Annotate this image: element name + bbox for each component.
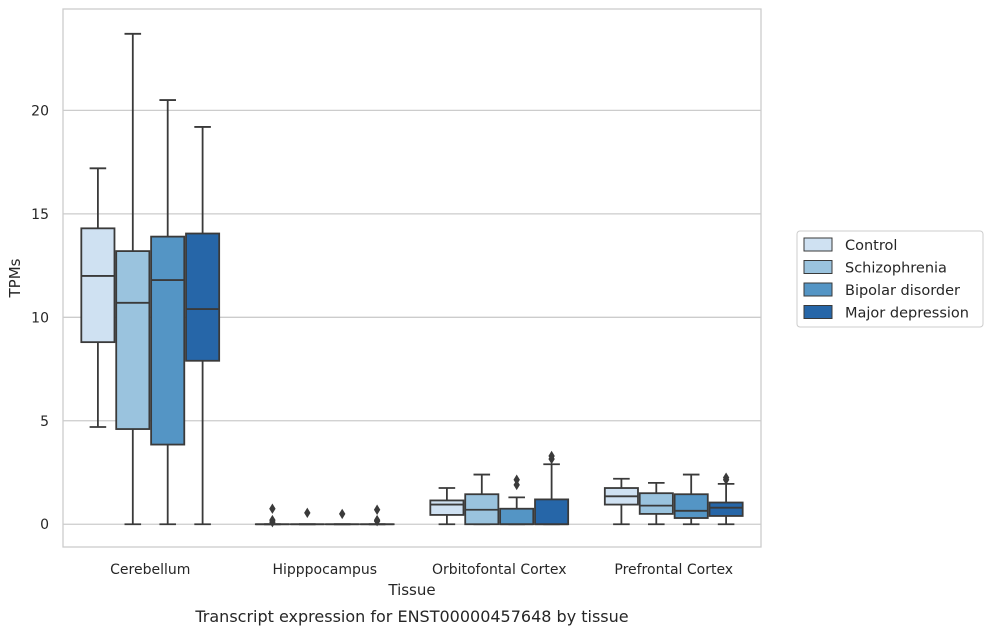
boxes	[80, 32, 744, 528]
plot-frame	[62, 8, 762, 548]
box-iqr	[429, 499, 465, 516]
box-cerebellum-schizophrenia	[115, 32, 151, 526]
outlier-point	[513, 474, 520, 485]
y-tick-label: 15	[31, 207, 49, 223]
outlier-point	[373, 504, 381, 515]
legend: Control Schizophrenia Bipolar disorder Majo…	[796, 230, 984, 328]
box-iqr	[534, 498, 570, 526]
box-orbitofontal-cortex-schizophrenia	[464, 473, 500, 526]
outlier-point	[373, 514, 381, 526]
y-tick-label: 5	[40, 414, 49, 430]
box-iqr	[638, 492, 674, 515]
box-prefrontal-cortex-schizophrenia	[638, 481, 674, 526]
y-axis-label: TPMs	[6, 258, 24, 298]
box-iqr	[150, 235, 186, 446]
box-hipppocampus-control	[254, 503, 290, 528]
chart-title: Transcript expression for ENST0000045764…	[194, 607, 628, 626]
outlier-point	[722, 472, 730, 483]
x-tick-label: Cerebellum	[110, 562, 190, 578]
legend-label: Schizophrenia	[845, 261, 947, 277]
box-hipppocampus-bipolar-disorder	[324, 508, 360, 526]
x-tick-label: Orbitofontal Cortex	[432, 562, 567, 578]
box-cerebellum-bipolar-disorder	[150, 99, 186, 526]
legend-swatch	[803, 237, 833, 252]
legend-swatch	[803, 305, 833, 319]
legend-label: Bipolar disorder	[845, 283, 960, 299]
legend-swatch	[803, 260, 833, 274]
box-orbitofontal-cortex-bipolar-disorder	[499, 474, 535, 526]
box-iqr	[80, 227, 116, 344]
box-hipppocampus-schizophrenia	[289, 507, 325, 526]
box-orbitofontal-cortex-major-depression	[534, 450, 570, 526]
x-tick-label: Prefrontal Cortex	[614, 562, 733, 578]
legend-items: Control Schizophrenia Bipolar disorder Majo…	[803, 237, 969, 322]
box-iqr	[673, 493, 709, 519]
x-axis-label: Tissue	[387, 581, 435, 599]
y-tick-label: 0	[40, 517, 49, 533]
legend-swatch	[803, 282, 833, 297]
legend-frame	[796, 230, 984, 328]
box-prefrontal-cortex-bipolar-disorder	[673, 473, 709, 526]
box-hipppocampus-major-depression	[359, 504, 395, 527]
y-tick-label: 20	[31, 103, 49, 119]
box-iqr	[185, 232, 221, 362]
box-iqr	[499, 507, 535, 526]
box-cerebellum-major-depression	[185, 126, 221, 526]
outlier-point	[269, 503, 276, 514]
box-cerebellum-control	[80, 167, 116, 428]
x-tick-labels: Cerebellum Hipppocampus Orbitofontal Corte…	[110, 562, 733, 578]
box-iqr	[708, 501, 744, 517]
outlier-point	[339, 508, 346, 520]
x-tick-label: Hipppocampus	[272, 562, 377, 578]
y-tick-label: 10	[31, 310, 49, 326]
legend-label: Control	[845, 238, 897, 254]
outlier-point	[269, 514, 276, 526]
box-orbitofontal-cortex-control	[429, 487, 465, 526]
outlier-point	[548, 450, 555, 462]
box-prefrontal-cortex-major-depression	[708, 472, 744, 526]
box-iqr	[115, 250, 151, 430]
outlier-point	[304, 507, 311, 519]
legend-label: Major depression	[845, 306, 969, 322]
box-prefrontal-cortex-control	[603, 477, 639, 526]
y-tick-labels: 0 5 10 15 20	[31, 103, 49, 533]
